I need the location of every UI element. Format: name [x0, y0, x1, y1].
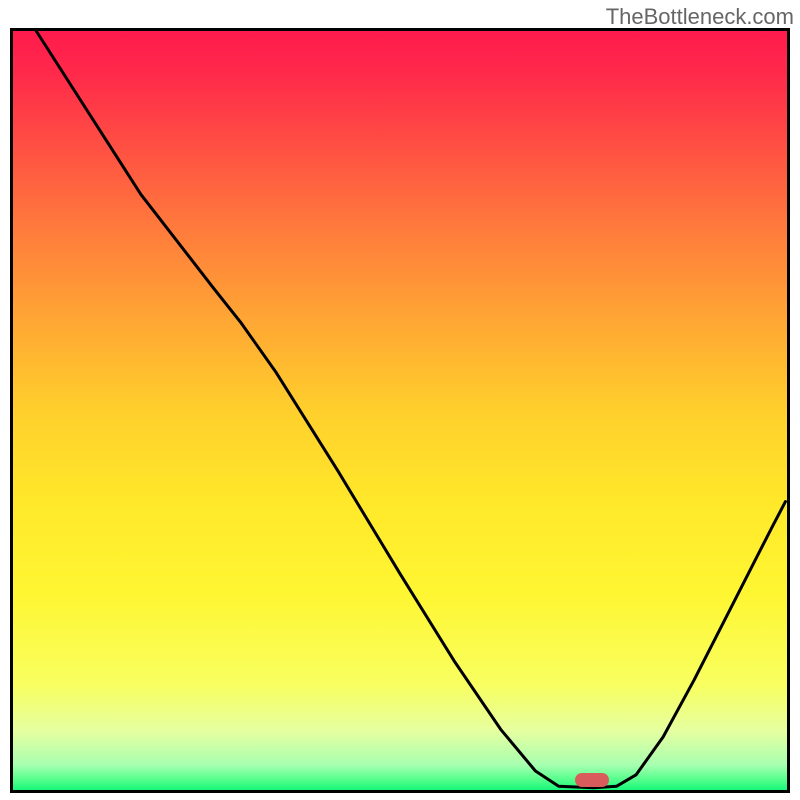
optimum-marker-icon: [575, 773, 609, 787]
bottleneck-curve: [36, 31, 785, 788]
chart-frame: TheBottleneck.com: [0, 0, 800, 800]
plot-background: [12, 30, 789, 792]
plot-border: [12, 30, 789, 792]
bottleneck-chart: [0, 0, 800, 800]
watermark-text: TheBottleneck.com: [606, 4, 794, 30]
